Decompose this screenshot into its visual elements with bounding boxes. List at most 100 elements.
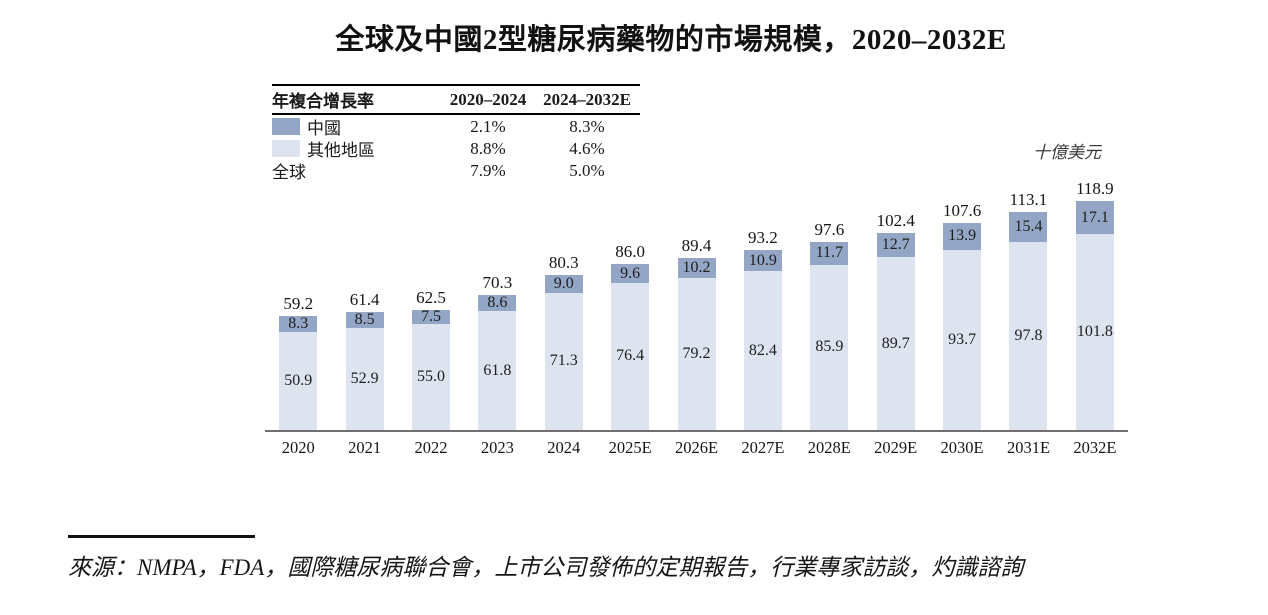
others-segment: 52.9 (345, 328, 384, 430)
total-value-label: 89.4 (681, 235, 712, 255)
china-segment: 13.9 (943, 222, 982, 250)
total-value-label: 61.4 (349, 289, 380, 309)
footnote-rule (68, 535, 255, 538)
others-segment: 93.7 (943, 249, 982, 430)
china-segment: 7.5 (411, 308, 450, 325)
bar-group-2032E: 118.9 17.1 101.8 (1062, 179, 1128, 430)
china-segment: 8.3 (279, 316, 318, 333)
stacked-bar: 7.5 55.0 (411, 308, 450, 430)
cagr-value: 7.9% (470, 160, 506, 180)
china-segment: 11.7 (810, 242, 849, 265)
cagr-row-label: 中國 (307, 119, 341, 138)
x-axis-label-2026E: 2026E (674, 438, 719, 457)
others-segment: 101.8 (1075, 234, 1114, 430)
others-segment: 97.8 (1009, 241, 1048, 430)
others-segment: 79.2 (677, 277, 716, 430)
china-segment: 8.6 (478, 294, 517, 312)
china-segment: 10.9 (743, 250, 782, 272)
total-value-label: 80.3 (548, 253, 579, 273)
china-segment: 17.1 (1075, 201, 1114, 235)
others-segment: 61.8 (478, 311, 517, 430)
bar-group-2028E: 97.6 11.7 85.9 (796, 183, 862, 430)
bar-group-2024: 80.3 9.0 71.3 (531, 183, 597, 430)
total-value-label: 107.6 (942, 200, 982, 220)
bar-group-2022: 62.5 7.5 55.0 (398, 183, 464, 430)
china-segment: 10.2 (677, 257, 716, 278)
cagr-header-row: 年複合增長率 2020–2024 2024–2032E (272, 84, 640, 115)
total-value-label: 62.5 (416, 287, 446, 307)
unit-label: 十億美元 (1033, 143, 1101, 162)
total-value-label: 102.4 (876, 210, 915, 230)
others-segment: 85.9 (810, 264, 849, 430)
x-axis-line (265, 430, 1128, 432)
stacked-bar: 8.6 61.8 (478, 294, 517, 430)
bar-group-2023: 70.3 8.6 61.8 (464, 183, 530, 430)
cagr-row-china: 中國 2.1% 8.3% (272, 116, 640, 138)
cagr-value: 2.1% (470, 116, 506, 136)
x-axis-label-2032E: 2032E (1073, 438, 1117, 457)
stacked-bar: 13.9 93.7 (943, 222, 982, 430)
x-axis-label-2022: 2022 (414, 438, 448, 457)
chart-title: 全球及中國2型糖尿病藥物的市場規模，2020–2032E (335, 24, 1007, 56)
cagr-value: 8.8% (470, 138, 506, 158)
x-axis-label-2027E: 2027E (741, 438, 785, 457)
total-value-label: 70.3 (482, 272, 513, 292)
stacked-bar: 8.5 52.9 (345, 311, 384, 430)
cagr-row-label: 全球 (272, 163, 306, 182)
china-segment: 8.5 (345, 311, 384, 329)
total-value-label: 86.0 (615, 242, 646, 262)
x-axis-label-2028E: 2028E (807, 438, 851, 457)
china-segment: 9.6 (611, 264, 650, 283)
bar-group-2027E: 93.2 10.9 82.4 (730, 183, 796, 430)
x-axis-label-2020: 2020 (281, 438, 315, 457)
cagr-header-period-1: 2020–2024 (449, 89, 527, 109)
china-legend-swatch (272, 118, 300, 135)
bars-row: 59.2 8.3 50.9 61.4 8.5 52.9 62.5 7.5 55.0 70.3 8.6… (265, 179, 1128, 430)
stacked-bar: 11.7 85.9 (810, 242, 849, 430)
x-axis-label-2023: 2023 (480, 438, 514, 457)
bar-group-2020: 59.2 8.3 50.9 (265, 183, 331, 430)
cagr-value: 8.3% (569, 116, 605, 136)
bar-group-2025E: 86.0 9.6 76.4 (597, 183, 663, 430)
cagr-row-global: 全球 7.9% 5.0% (272, 160, 640, 183)
bar-group-2031E: 113.1 15.4 97.8 (995, 183, 1061, 430)
x-axis-label-2030E: 2030E (940, 438, 984, 457)
stacked-bar: 12.7 89.7 (876, 232, 915, 430)
cagr-value: 4.6% (569, 138, 605, 158)
bar-group-2021: 61.4 8.5 52.9 (331, 183, 397, 430)
total-value-label: 113.1 (1009, 190, 1048, 210)
source-text: 來源：NMPA，FDA，國際糖尿病聯合會，上市公司發佈的定期報告，行業專家訪談，… (68, 555, 1024, 580)
total-value-label: 93.2 (748, 228, 778, 248)
x-axis-label-2024: 2024 (547, 438, 581, 457)
china-segment: 12.7 (876, 232, 915, 258)
others-segment: 82.4 (743, 271, 782, 430)
cagr-row-label: 其他地區 (307, 141, 375, 160)
others-segment: 76.4 (611, 282, 650, 430)
cagr-header-period-2: 2024–2032E (543, 89, 631, 109)
stacked-bar: 8.3 50.9 (279, 316, 318, 430)
total-value-label: 59.2 (283, 294, 314, 314)
others-segment: 71.3 (544, 292, 583, 430)
cagr-row-others: 其他地區 8.8% 4.6% (272, 138, 640, 160)
stacked-bar: 10.9 82.4 (743, 250, 782, 430)
bar-group-2026E: 89.4 10.2 79.2 (663, 183, 729, 430)
stacked-bar: 15.4 97.8 (1009, 212, 1048, 430)
x-axis-label-2025E: 2025E (608, 438, 652, 457)
total-value-label: 118.9 (1076, 179, 1114, 199)
cagr-legend-table: 年複合增長率 2020–2024 2024–2032E 中國 2.1% 8.3%… (272, 84, 640, 183)
stacked-bar: 9.0 71.3 (544, 275, 583, 430)
bar-group-2029E: 102.4 12.7 89.7 (863, 183, 929, 430)
stacked-bar: 17.1 101.8 (1075, 201, 1114, 430)
total-value-label: 97.6 (814, 220, 845, 240)
others-segment: 55.0 (411, 324, 450, 430)
x-axis-labels: 2020 2021 2022 2023 2024 2025E 2026E 2027E 2028E… (265, 438, 1128, 458)
others-segment: 50.9 (279, 332, 318, 430)
x-axis-label-2031E: 2031E (1006, 438, 1051, 457)
cagr-header-label: 年複合增長率 (272, 92, 374, 111)
china-segment: 9.0 (544, 275, 583, 293)
x-axis-label-2021: 2021 (348, 438, 382, 457)
bar-group-2030E: 107.6 13.9 93.7 (929, 183, 995, 430)
others-segment: 89.7 (876, 257, 915, 430)
stacked-bar: 10.2 79.2 (677, 257, 716, 430)
